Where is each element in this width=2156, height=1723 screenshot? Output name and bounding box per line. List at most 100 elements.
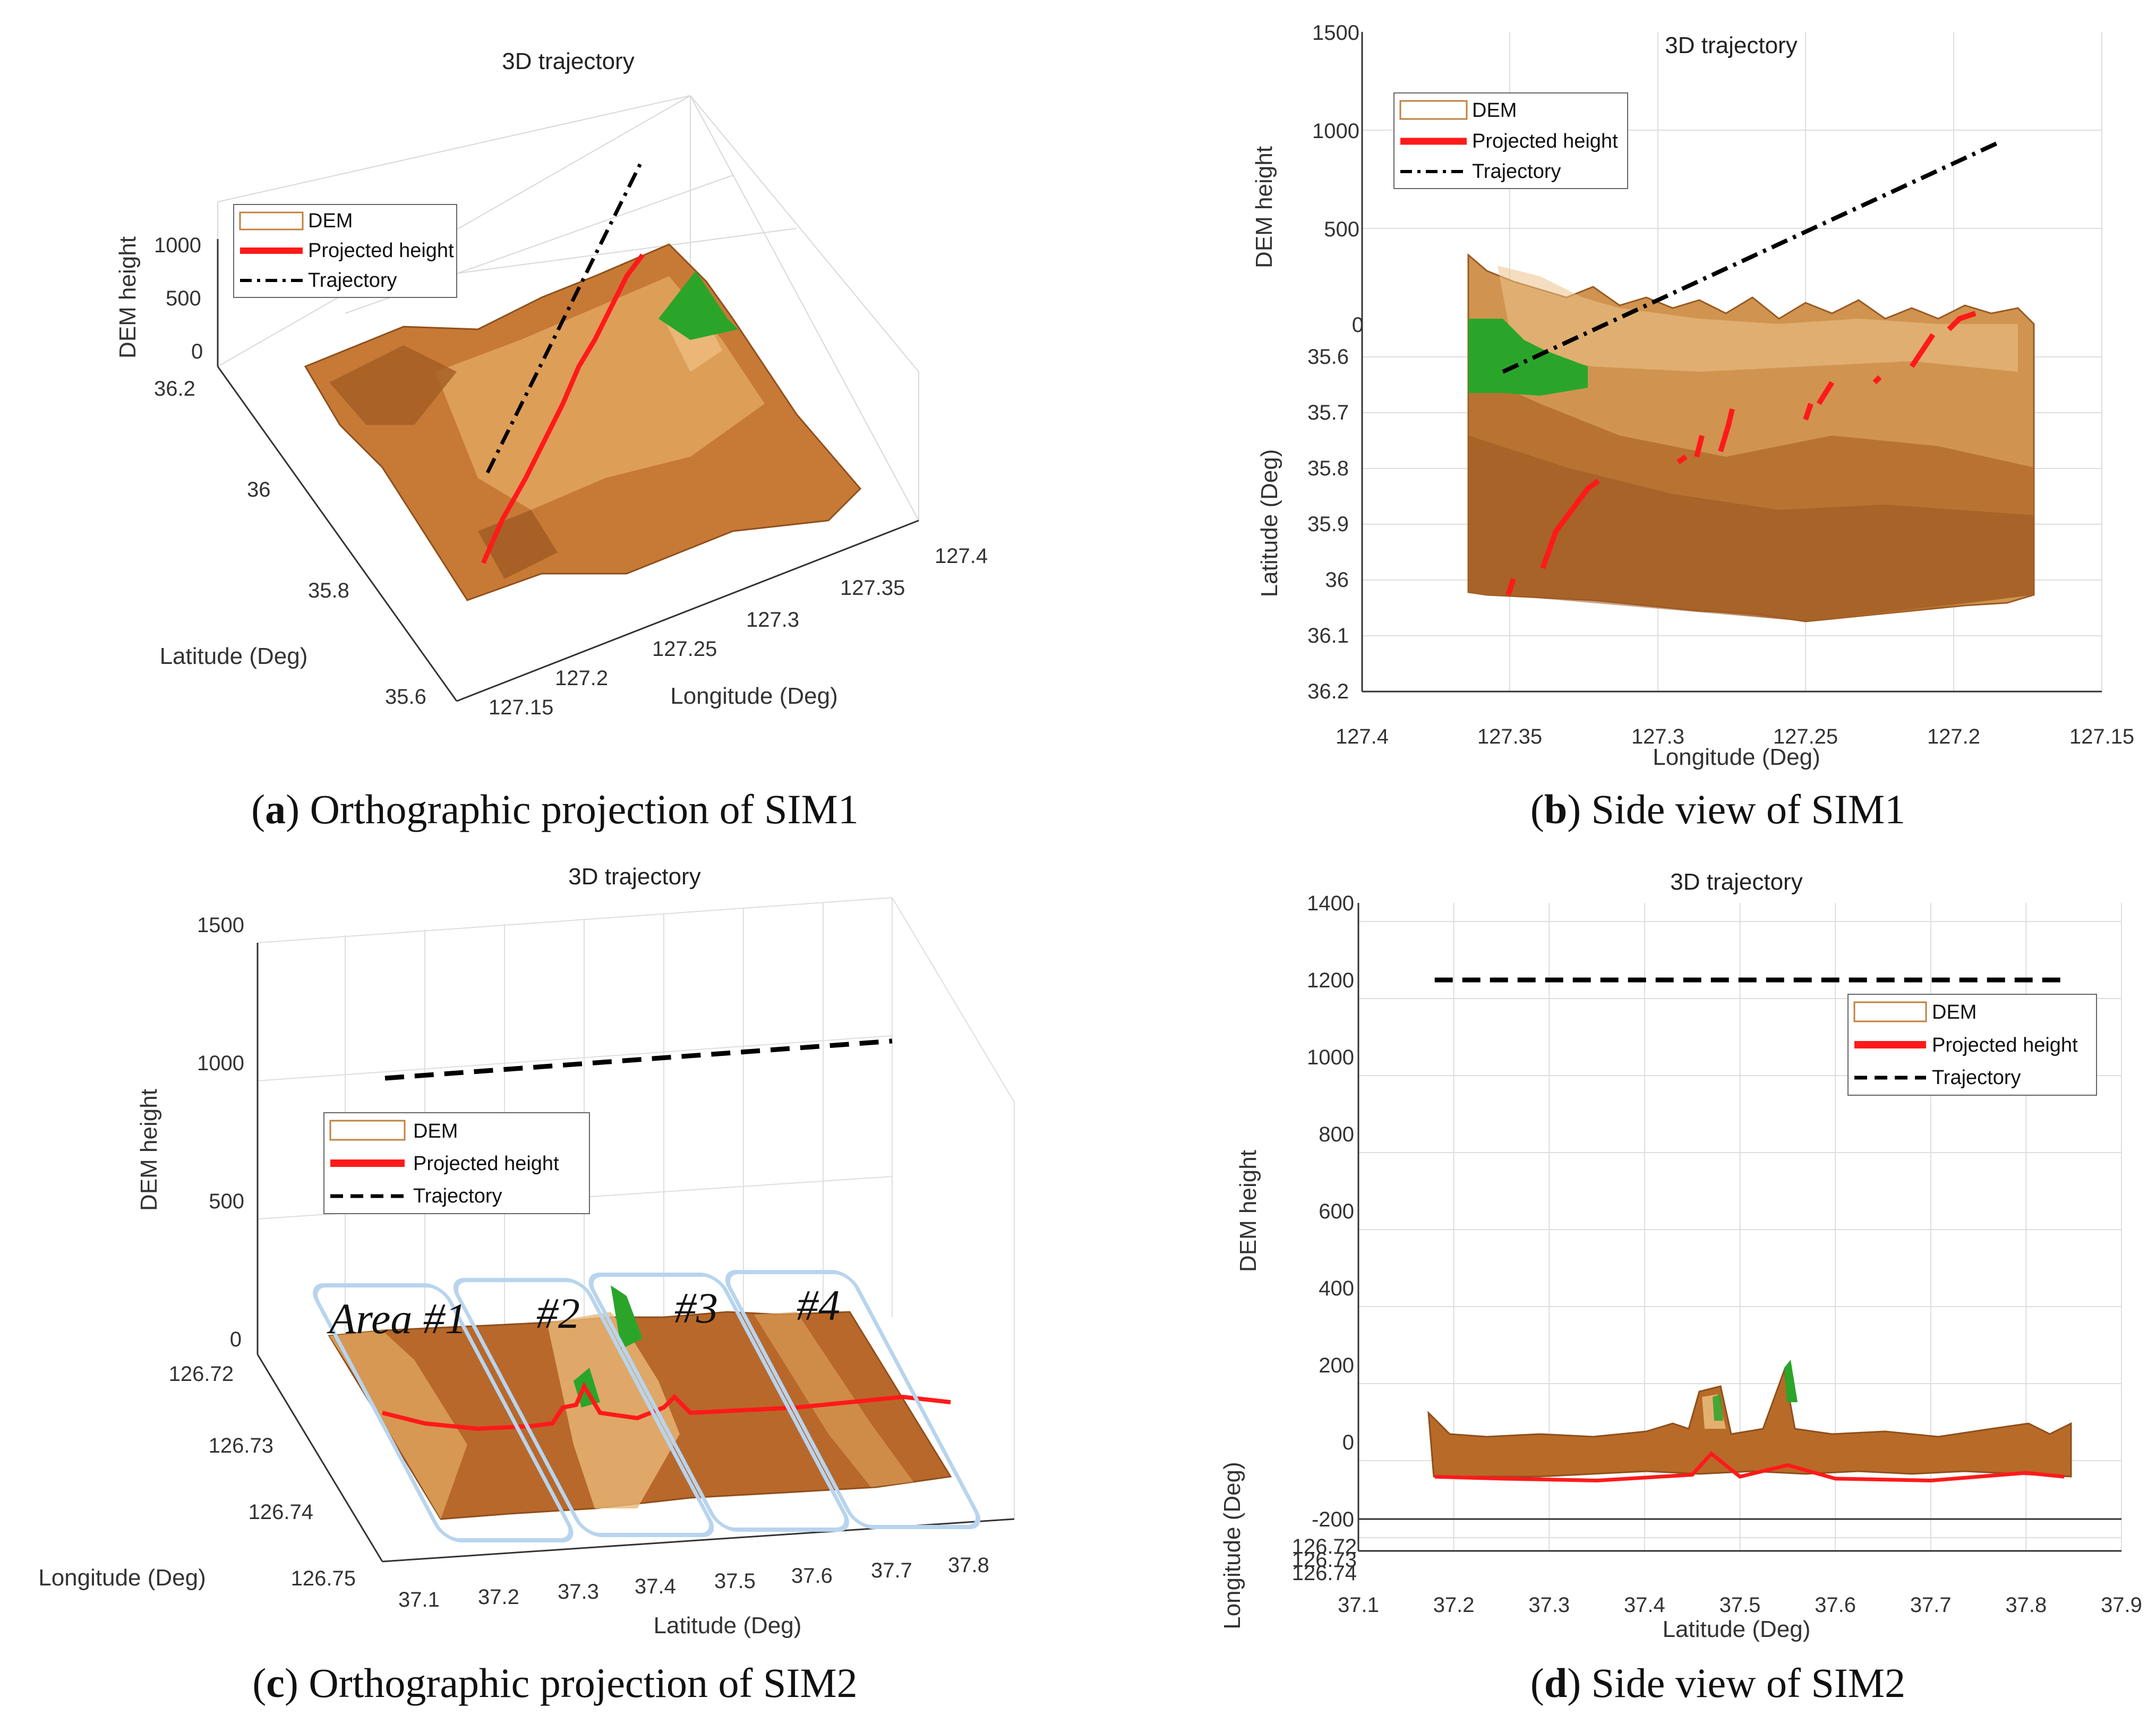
- panel-c-ylabel: Longitude (Deg): [38, 1565, 206, 1591]
- panel-c-ztick-2: 1000: [197, 1052, 244, 1075]
- panel-a-xtick-5: 127.4: [935, 544, 988, 568]
- panel-b-xtick-1: 127.35: [1477, 725, 1542, 748]
- panel-a-trajectory: [485, 158, 645, 474]
- panel-a-title: 3D trajectory: [502, 48, 634, 74]
- panel-a-legend: DEM Projected height Trajectory: [233, 204, 457, 298]
- panel-d-ylabel: Longitude (Deg): [1219, 1462, 1245, 1630]
- panel-a-ytick-2: 36: [247, 478, 271, 501]
- panel-d-caption: (d) Side view of SIM2: [1530, 1660, 1905, 1706]
- panel-a-xtick-3: 127.3: [746, 608, 799, 632]
- panel-b-xlabel: Longitude (Deg): [1653, 744, 1820, 770]
- panel-b-ylabel: Latitude (Deg): [1256, 449, 1282, 598]
- panel-d-legend-trajectory: Trajectory: [1932, 1067, 2021, 1089]
- panel-b: 3D trajectory: [1251, 21, 2134, 832]
- panel-c-projected-height: [382, 1381, 951, 1431]
- panel-d-ztick-6: 1000: [1307, 1046, 1354, 1069]
- panel-c-area-label-4: #4: [797, 1281, 840, 1329]
- panel-d-ztick-2: 200: [1319, 1354, 1354, 1377]
- panel-d-ztick-5: 800: [1319, 1123, 1354, 1146]
- panel-d-ytick-2: 126.74: [1292, 1562, 1357, 1585]
- panel-d-ztick-0: -200: [1312, 1508, 1354, 1531]
- panel-c-ytick-0: 126.72: [169, 1362, 234, 1386]
- panel-c-ytick-3: 126.75: [291, 1567, 356, 1590]
- panel-c-xlabel: Latitude (Deg): [654, 1613, 802, 1639]
- panel-d-peak-2: [1713, 1394, 1723, 1421]
- panel-b-axes: [1361, 32, 2102, 693]
- panel-b-caption: (b) Side view of SIM1: [1530, 786, 1905, 832]
- panel-a-peak: [658, 271, 738, 340]
- panel-d-xtick-6: 37.7: [1910, 1593, 1952, 1617]
- panel-b-xtick-5: 127.15: [2069, 725, 2134, 748]
- panel-d-legend: DEM Projected height Trajectory: [1847, 994, 2097, 1096]
- panel-c-title: 3D trajectory: [568, 864, 700, 890]
- panel-a-box: [217, 95, 919, 521]
- panel-d-xticks: 37.1 37.2 37.3 37.4 37.5 37.6 37.7 37.8 37.9: [1338, 1593, 2142, 1617]
- panel-a-ylabel: Latitude (Deg): [160, 643, 308, 669]
- panel-b-zlabel: DEM height: [1251, 146, 1277, 268]
- panel-c-area-label-2: #2: [536, 1289, 580, 1337]
- panel-a-xlabel: Longitude (Deg): [670, 683, 838, 709]
- panel-b-ytick-4: 36: [1325, 568, 1349, 592]
- panel-d-legend-projected: Projected height: [1932, 1034, 2078, 1056]
- panel-a-ytick-1: 35.8: [308, 579, 349, 602]
- panel-a-axes: [217, 239, 919, 702]
- panel-b-legend-projected: Projected height: [1472, 130, 1618, 152]
- panel-c-xtick-2: 37.3: [558, 1580, 599, 1603]
- panel-d-xlabel: Latitude (Deg): [1663, 1616, 1811, 1642]
- panel-c: 3D trajectory: [38, 864, 1015, 1706]
- panel-b-ytick-0: 35.6: [1307, 345, 1349, 369]
- panel-c-xtick-6: 37.7: [871, 1559, 912, 1582]
- panel-b-legend: DEM Projected height Trajectory: [1393, 92, 1628, 189]
- panel-c-area-3: [588, 1273, 849, 1532]
- panel-d-legend-dem: DEM: [1932, 1001, 1977, 1023]
- panel-d-xtick-0: 37.1: [1338, 1593, 1379, 1617]
- panel-d: 3D trajectory 37.1 37.2 37.3 37.4 37.5 37.6 37…: [1219, 869, 2142, 1706]
- panel-d-dem-surface: [1427, 1360, 2072, 1478]
- panel-b-ytick-6: 36.2: [1307, 680, 1349, 703]
- panel-d-xtick-1: 37.2: [1433, 1593, 1475, 1617]
- panel-b-ytick-1: 35.7: [1307, 401, 1349, 424]
- panel-b-ztick-3: 1500: [1312, 21, 1359, 45]
- panel-d-xtick-2: 37.3: [1528, 1593, 1570, 1617]
- panel-c-peak-1: [611, 1285, 643, 1349]
- panel-d-xtick-3: 37.4: [1624, 1593, 1665, 1617]
- panel-b-legend-dem-swatch: [1399, 100, 1468, 120]
- panel-d-ytick-0: 126.72: [1292, 1535, 1357, 1558]
- panel-a-projected-height: [481, 253, 645, 564]
- panel-c-legend-trajectory: Trajectory: [413, 1185, 502, 1207]
- panel-b-xtick-0: 127.4: [1336, 725, 1389, 748]
- panel-c-legend-dem: DEM: [413, 1120, 458, 1142]
- panel-d-xtick-4: 37.5: [1719, 1593, 1761, 1617]
- panel-d-legend-dem-swatch: [1853, 1001, 1927, 1022]
- panel-c-xtick-4: 37.5: [714, 1570, 756, 1593]
- panel-b-trajectory: [1502, 141, 1998, 374]
- panel-c-legend-dem-swatch: [329, 1120, 406, 1141]
- panel-d-ztick-8: 1400: [1307, 892, 1354, 915]
- panel-b-ztick-2: 1000: [1312, 120, 1359, 143]
- panel-a-xtick-1: 127.2: [555, 667, 608, 690]
- panel-b-title: 3D trajectory: [1665, 32, 1797, 58]
- panel-a-legend-projected: Projected height: [308, 240, 454, 262]
- panel-d-ytick-1: 126.73: [1292, 1548, 1357, 1572]
- panel-d-axes: [1357, 903, 2121, 1552]
- panel-b-xtick-2: 127.3: [1631, 725, 1684, 748]
- panel-a-ytick-3: 36.2: [154, 377, 195, 400]
- panel-c-legend: DEM Projected height Trajectory: [323, 1112, 590, 1214]
- panel-a-ytick-0: 35.6: [385, 685, 426, 709]
- panel-a-legend-dem-swatch: [239, 211, 304, 231]
- panel-d-ztick-7: 1200: [1307, 969, 1354, 992]
- panel-d-zlabel: DEM height: [1235, 1150, 1261, 1272]
- panel-a-xtick-4: 127.35: [840, 576, 905, 600]
- panel-d-xtick-5: 37.6: [1815, 1593, 1856, 1617]
- panel-b-dem-surface: [1467, 253, 2035, 622]
- panel-a-caption: (a) Orthographic projection of SIM1: [251, 786, 859, 832]
- panel-c-legend-projected: Projected height: [413, 1153, 559, 1175]
- panel-a-legend-trajectory: Trajectory: [308, 269, 397, 292]
- panel-c-area-1: [313, 1283, 574, 1542]
- panel-d-projected-height: [1434, 1451, 2065, 1483]
- panel-c-ytick-1: 126.73: [209, 1434, 273, 1457]
- panel-c-ytick-2: 126.74: [249, 1500, 313, 1524]
- panel-c-ztick-3: 1500: [197, 914, 244, 937]
- panel-d-peak: [1784, 1360, 1798, 1402]
- panel-d-title: 3D trajectory: [1670, 869, 1802, 895]
